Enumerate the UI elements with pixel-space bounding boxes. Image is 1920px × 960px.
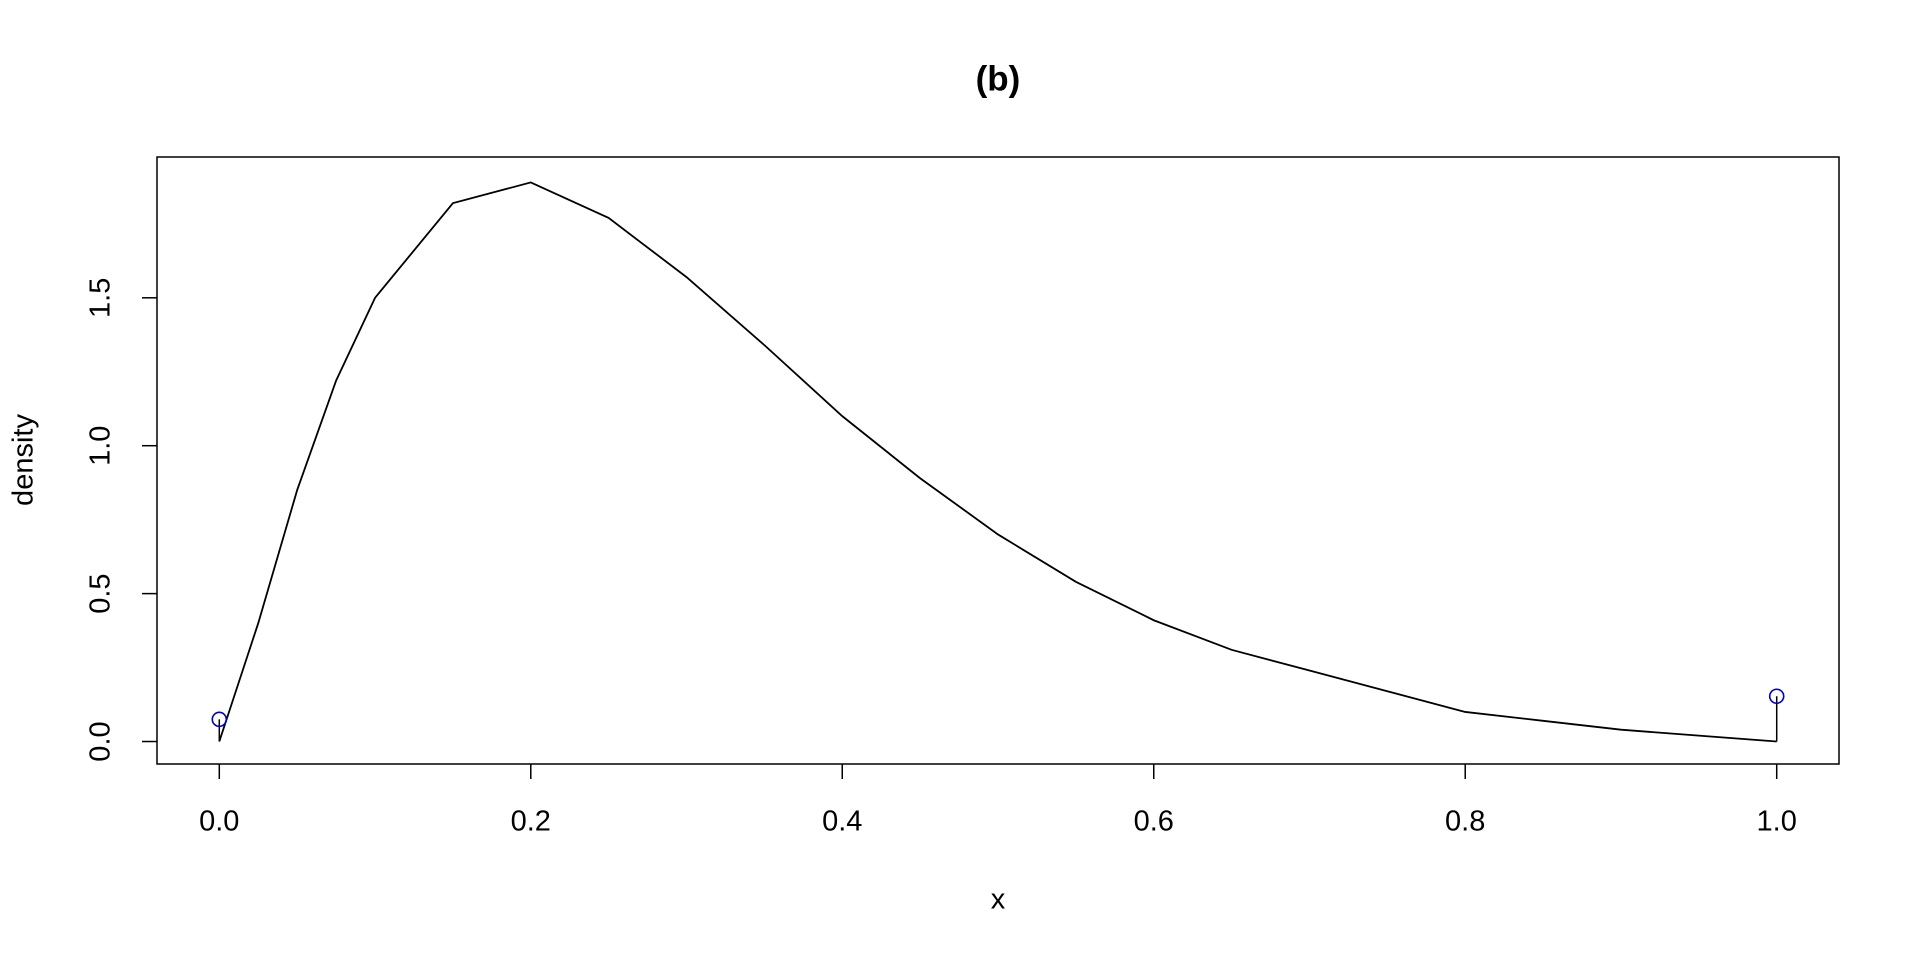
x-axis-label: x (991, 884, 1006, 916)
plot-frame (156, 156, 1840, 765)
y-tick-label: 0.0 (85, 721, 117, 761)
y-tick-label: 0.5 (85, 573, 117, 613)
point (211, 711, 228, 728)
x-tick-label: 0.6 (1134, 806, 1174, 838)
x-tick-label: 1.0 (1757, 806, 1797, 838)
x-tick-label: 0.0 (199, 806, 239, 838)
x-tick-label: 0.2 (511, 806, 551, 838)
y-axis-label: density (8, 414, 40, 506)
x-tick-label: 0.8 (1445, 806, 1485, 838)
y-tick-label: 1.0 (85, 426, 117, 466)
point (1768, 688, 1785, 705)
chart-title: (b) (976, 59, 1021, 98)
x-tick-label: 0.4 (822, 806, 862, 838)
density-line (218, 181, 1777, 743)
y-tick-label: 1.5 (85, 278, 117, 318)
